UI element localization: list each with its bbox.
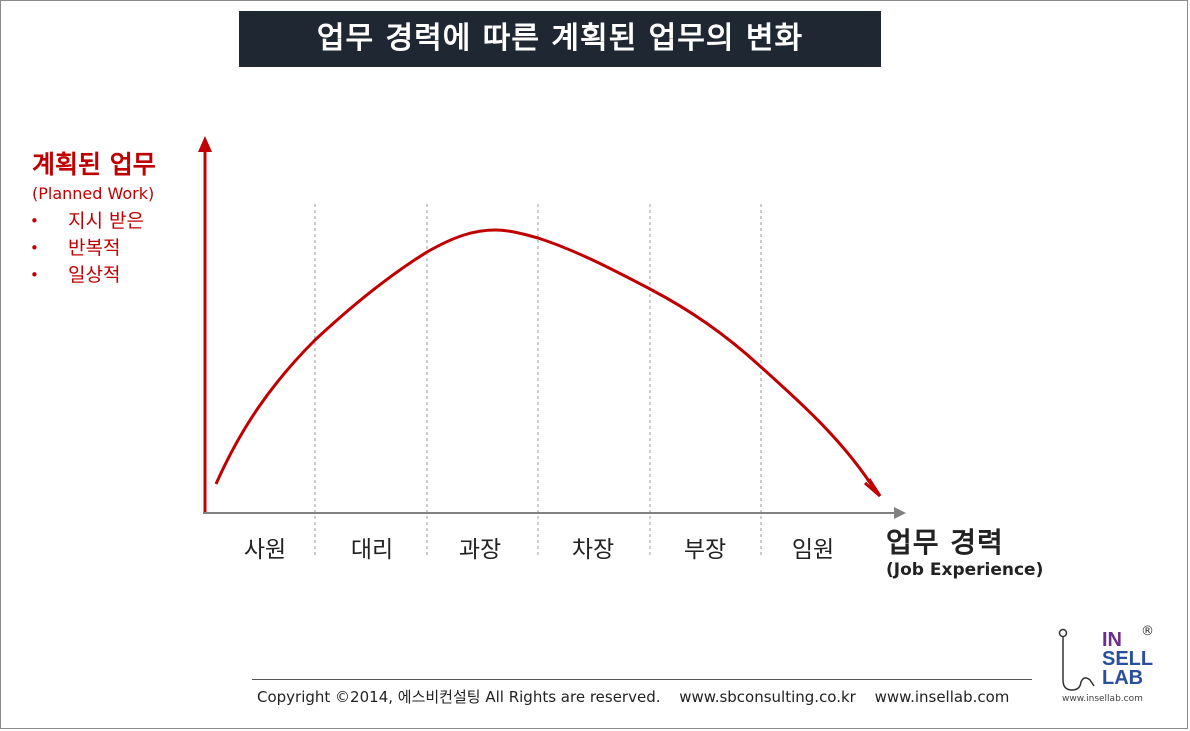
footer: Copyright ©2014, 에스비컨설팅 All Rights are r… (257, 686, 1023, 707)
x-axis-sublabel: (Job Experience) (886, 560, 1044, 580)
y-axis-sublabel: (Planned Work) (32, 184, 155, 203)
y-axis-bullet-list: • 지시 받은 • 반복적 • 일상적 (30, 208, 144, 289)
footer-divider (252, 679, 1032, 680)
bullet-item: • 지시 받은 (30, 208, 144, 235)
bullet-text: 반복적 (68, 237, 121, 259)
footer-url-sbconsulting: www.sbconsulting.co.kr (679, 688, 856, 706)
logo-url: www.insellab.com (1062, 694, 1143, 704)
logo-text-in: IN (1102, 629, 1122, 651)
category-dividers (314, 204, 762, 558)
y-axis-label: 계획된 업무 (32, 150, 156, 179)
footer-url-insellab: www.insellab.com (874, 688, 1010, 706)
logo-text-lab: LAB (1102, 667, 1144, 689)
bullet-text: 지시 받은 (68, 210, 144, 232)
bullet-marker: • (30, 266, 39, 284)
x-category: 부장 (683, 537, 727, 563)
bullet-item: • 반복적 (30, 235, 144, 262)
y-axis-arrowhead (198, 136, 212, 152)
curve-arrowhead (864, 478, 882, 498)
x-axis-arrowhead (894, 507, 906, 519)
bullet-marker: • (30, 212, 39, 230)
x-category: 차장 (571, 537, 615, 563)
x-axis-label: 업무 경력 (886, 526, 1004, 559)
x-category: 과장 (458, 537, 502, 563)
footer-copyright: Copyright ©2014, 에스비컨설팅 All Rights are r… (257, 688, 661, 706)
planned-work-curve (214, 228, 878, 493)
logo-text-sell: SELL (1102, 648, 1154, 670)
page-title: 업무 경력에 따른 계획된 업무의 변화 (239, 11, 881, 67)
bullet-item: • 일상적 (30, 262, 144, 289)
x-category: 임원 (791, 537, 835, 563)
bullet-marker: • (30, 239, 39, 257)
insellab-logo-icon (1058, 628, 1095, 691)
registered-mark: ® (1141, 624, 1154, 639)
bullet-text: 일상적 (68, 264, 121, 286)
x-category: 사원 (243, 537, 287, 563)
x-category: 대리 (350, 537, 394, 563)
